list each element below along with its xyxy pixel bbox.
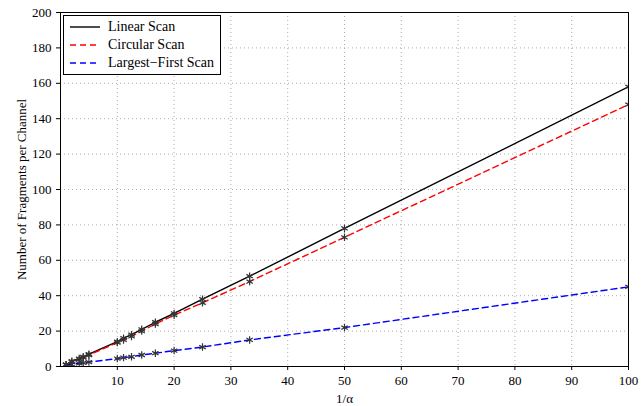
svg-text:40: 40 (39, 288, 52, 303)
svg-text:70: 70 (452, 373, 465, 388)
svg-text:100: 100 (619, 373, 639, 388)
svg-text:30: 30 (224, 373, 237, 388)
svg-text:80: 80 (508, 373, 521, 388)
svg-text:Number of Fragments per Channe: Number of Fragments per Channel (14, 98, 29, 280)
svg-text:60: 60 (395, 373, 408, 388)
svg-text:0: 0 (45, 359, 52, 374)
html-text:Circular Scan: Circular Scan (108, 37, 185, 52)
svg-text:90: 90 (565, 373, 578, 388)
svg-text:1/α: 1/α (336, 391, 353, 406)
svg-text:200: 200 (32, 5, 52, 20)
svg-text:50: 50 (338, 373, 351, 388)
svg-text:100: 100 (32, 182, 52, 197)
svg-text:20: 20 (168, 373, 181, 388)
html-text:Largest−First Scan: Largest−First Scan (108, 55, 214, 70)
svg-text:140: 140 (32, 111, 52, 126)
svg-text:80: 80 (39, 217, 52, 232)
svg-text:10: 10 (111, 373, 124, 388)
svg-text:40: 40 (281, 373, 294, 388)
svg-text:180: 180 (32, 40, 52, 55)
html-text:Linear Scan: Linear Scan (108, 19, 176, 34)
svg-text:120: 120 (32, 146, 52, 161)
svg-text:20: 20 (39, 323, 52, 338)
svg-text:60: 60 (39, 252, 52, 267)
svg-text:160: 160 (32, 75, 52, 90)
